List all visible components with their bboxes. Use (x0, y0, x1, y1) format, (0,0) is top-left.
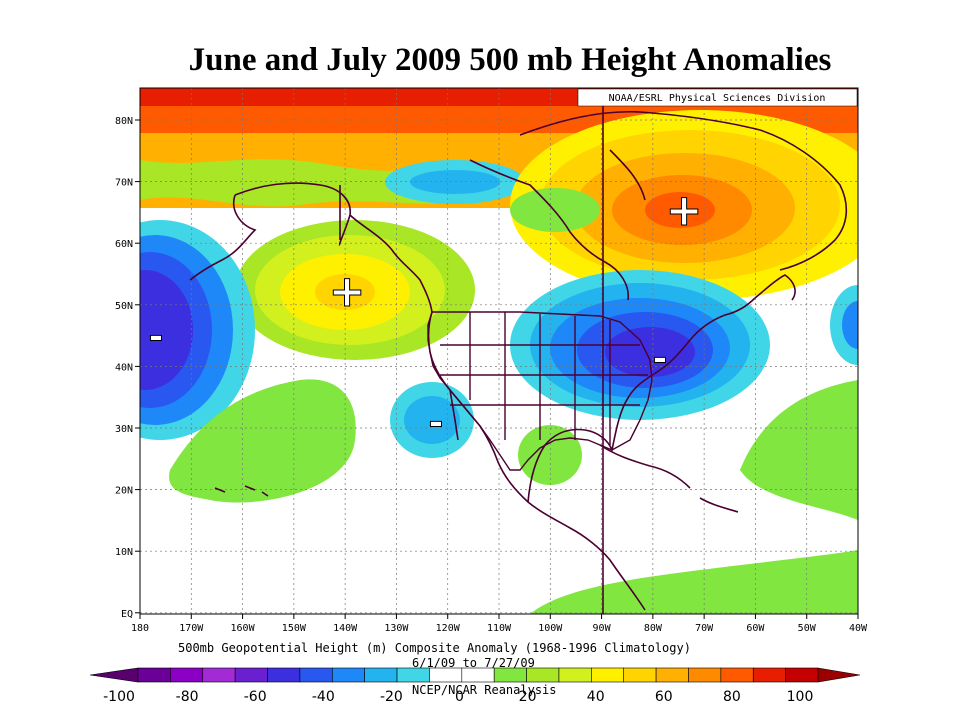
colorbar-swatch (202, 667, 236, 683)
credit-box: NOAA/ESRL Physical Sciences Division (577, 88, 858, 107)
coastlines (189, 110, 848, 611)
caption-line1: 500mb Geopotential Height (m) Composite … (178, 641, 691, 655)
lon-label: 160W (231, 623, 256, 634)
lon-label: 60W (746, 623, 765, 634)
colorbar-swatch (720, 667, 754, 683)
colorbar-label: 100 (787, 689, 814, 705)
lon-label: 90W (593, 623, 612, 634)
colorbar-label: 80 (723, 689, 741, 705)
colorbar-swatch (688, 667, 722, 683)
us-state-borders (427, 311, 653, 471)
lat-label: 40N (115, 362, 133, 373)
colorbar-swatch (785, 667, 819, 683)
colorbar-swatch (461, 667, 495, 683)
lon-label: 70W (695, 623, 714, 634)
colorbar-arrow-right (817, 667, 861, 683)
colorbar-swatch (267, 667, 301, 683)
colorbar-label: 0 (455, 689, 464, 705)
lat-label: 70N (115, 178, 133, 189)
colorbar-label: -20 (380, 689, 403, 705)
colorbar-label: -40 (312, 689, 335, 705)
lat-label: EQ (121, 609, 133, 620)
sign-baja-california: - (429, 402, 444, 443)
lon-label: 180 (131, 623, 149, 634)
colorbar-arrow-left (89, 667, 139, 683)
lon-label: 50W (798, 623, 817, 634)
lon-label: 120W (436, 623, 461, 634)
sign-greenland-hudson: + (666, 185, 703, 236)
latitude-labels: 80N 70N 60N 50N 40N 30N 20N 10N EQ (115, 116, 140, 620)
colorbar-labels: -100 -80 -60 -40 -20 0 20 40 60 80 100 (103, 689, 813, 705)
colorbar-swatch (526, 667, 560, 683)
caption-line2: 6/1/09 to 7/27/09 (412, 656, 535, 670)
colorbar-label: -60 (244, 689, 267, 705)
colorbar-swatch (558, 667, 592, 683)
lat-label: 30N (115, 424, 133, 435)
colorbar-swatch (623, 667, 657, 683)
lon-label: 40W (849, 623, 868, 634)
lat-label: 20N (115, 486, 133, 497)
colorbar-label: 60 (655, 689, 673, 705)
colorbar-swatch (364, 667, 398, 683)
lon-label: 140W (333, 623, 358, 634)
caption-line3: NCEP/NCAR Reanalysis (412, 683, 557, 697)
colorbar-swatch (331, 667, 365, 683)
slide-title: June and July 2009 500 mb Height Anomali… (188, 42, 832, 78)
colorbar-swatch (234, 667, 268, 683)
colorbar-swatch (137, 667, 171, 683)
colorbar-swatch (591, 667, 625, 683)
colorbar-swatch (299, 667, 333, 683)
lon-label: 100W (538, 623, 563, 634)
colorbar-swatch (170, 667, 204, 683)
boundary-lines (339, 100, 604, 614)
lon-label: 170W (179, 623, 204, 634)
colorbar-label: -80 (176, 689, 199, 705)
colorbar-label: -100 (103, 689, 135, 705)
lon-label: 150W (282, 623, 307, 634)
colorbar-label: 20 (519, 689, 537, 705)
lon-label: 110W (487, 623, 512, 634)
lat-label: 60N (115, 239, 133, 250)
colorbar (89, 667, 861, 683)
anomaly-signs: + + - - - (148, 185, 703, 444)
lon-label: 80W (644, 623, 663, 634)
anomaly-field (140, 88, 858, 614)
longitude-labels: 180 170W 160W 150W 140W 130W 120W 110W 100W 90W 80… (131, 614, 868, 634)
colorbar-swatch (493, 667, 527, 683)
colorbar-swatch (752, 667, 786, 683)
colorbar-swatch (429, 667, 463, 683)
sign-eastern-us: - (653, 338, 668, 379)
sign-central-pacific: - (149, 316, 164, 357)
lon-label: 130W (384, 623, 409, 634)
credit-text: NOAA/ESRL Physical Sciences Division (609, 93, 826, 104)
lat-label: 80N (115, 116, 133, 127)
colorbar-label: 40 (587, 689, 605, 705)
sign-alaska-gulf: + (329, 266, 366, 317)
colorbar-swatch (655, 667, 689, 683)
lat-label: 50N (115, 301, 133, 312)
lat-label: 10N (115, 547, 133, 558)
colorbar-swatch (396, 667, 430, 683)
